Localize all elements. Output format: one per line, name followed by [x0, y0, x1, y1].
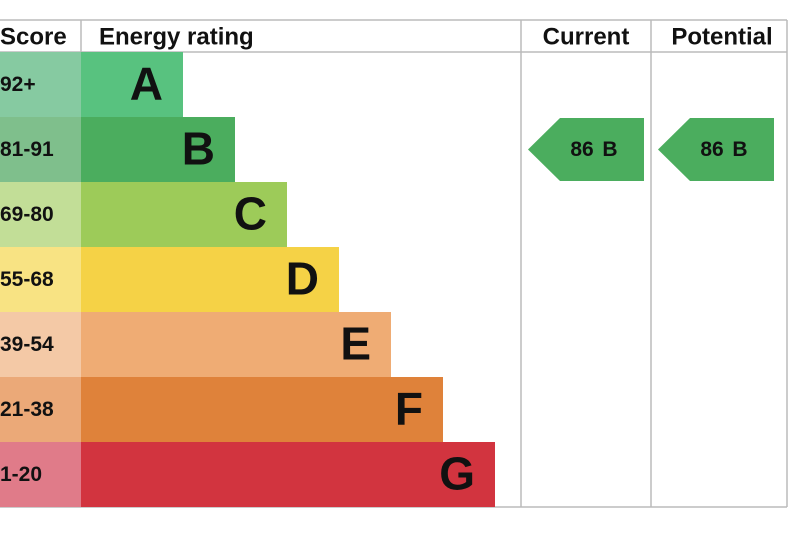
- score-cell: [0, 442, 81, 507]
- current-arrow: [528, 118, 644, 181]
- potential-value: 86: [700, 138, 723, 161]
- potential-letter: B: [732, 138, 747, 161]
- score-label: 39-54: [0, 333, 54, 356]
- rating-letter: E: [340, 318, 371, 370]
- score-label: 21-38: [0, 398, 54, 421]
- header-potential: Potential: [671, 23, 772, 50]
- rating-letter: C: [234, 188, 267, 240]
- rating-letter: F: [395, 383, 423, 435]
- score-label: 69-80: [0, 203, 54, 226]
- rating-bar: [81, 247, 339, 312]
- rating-bar: [81, 52, 183, 117]
- rating-letter: A: [130, 58, 163, 110]
- rating-bar: [81, 442, 495, 507]
- score-cell: [0, 117, 81, 182]
- rating-bar: [81, 377, 443, 442]
- rating-letter: G: [439, 448, 475, 500]
- header-current: Current: [543, 23, 630, 50]
- score-cell: [0, 247, 81, 312]
- score-cell: [0, 377, 81, 442]
- rating-letter: B: [182, 123, 215, 175]
- potential-arrow: [658, 118, 774, 181]
- score-cell: [0, 182, 81, 247]
- current-value: 86: [570, 138, 593, 161]
- header-score: Score: [0, 23, 67, 50]
- header-rating: Energy rating: [99, 23, 254, 50]
- score-label: 81-91: [0, 138, 54, 161]
- rating-bar: [81, 182, 287, 247]
- score-cell: [0, 312, 81, 377]
- score-label: 1-20: [0, 463, 42, 486]
- rating-letter: D: [286, 253, 319, 305]
- score-label: 92+: [0, 73, 36, 96]
- score-label: 55-68: [0, 268, 54, 291]
- rating-bar: [81, 312, 391, 377]
- score-cell: [0, 52, 81, 117]
- rating-bar: [81, 117, 235, 182]
- current-letter: B: [602, 138, 617, 161]
